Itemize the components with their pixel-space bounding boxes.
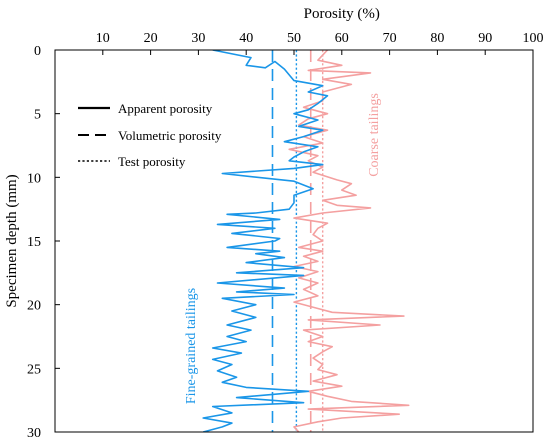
y-tick-label: 20: [27, 299, 41, 314]
x-tick-label: 20: [144, 31, 158, 46]
y-tick-label: 15: [27, 235, 41, 250]
fine-apparent-porosity-line: [202, 50, 329, 432]
x-tick-label: 10: [96, 31, 110, 46]
plot-group: [202, 50, 410, 432]
text-layer: 10 20 30 40 50 60 70 80 90 100 0 5 10 15 20 25 30 Porosit…: [4, 6, 544, 441]
x-tick-label: 60: [335, 31, 349, 46]
x-tick-label: 30: [191, 31, 205, 46]
frame-layer: [54, 49, 534, 433]
fine-grained-tailings-annotation: Fine-grained tailings: [184, 288, 199, 404]
y-axis-label: Specimen depth (mm): [4, 174, 20, 307]
x-tick-label: 90: [478, 31, 492, 46]
legend-label: Apparent porosity: [118, 101, 213, 116]
x-tick-label: 70: [383, 31, 397, 46]
x-axis-label: Porosity (%): [304, 6, 380, 22]
x-tick-label: 80: [430, 31, 444, 46]
y-tick-label: 30: [27, 426, 41, 441]
y-tick-label: 0: [34, 44, 41, 59]
x-tick-label: 40: [239, 31, 253, 46]
x-tick-label: 50: [287, 31, 301, 46]
series-layer: [202, 50, 410, 432]
y-tick-label: 25: [27, 362, 41, 377]
x-tick-label: 100: [523, 31, 544, 46]
coarse-apparent-porosity-line: [288, 50, 410, 432]
legend-label: Volumetric porosity: [118, 128, 222, 143]
y-tick-label: 5: [34, 108, 41, 123]
legend-label: Test porosity: [118, 154, 186, 169]
y-tick-label: 10: [27, 171, 41, 186]
coarse-tailings-annotation: Coarse tailings: [367, 93, 382, 177]
